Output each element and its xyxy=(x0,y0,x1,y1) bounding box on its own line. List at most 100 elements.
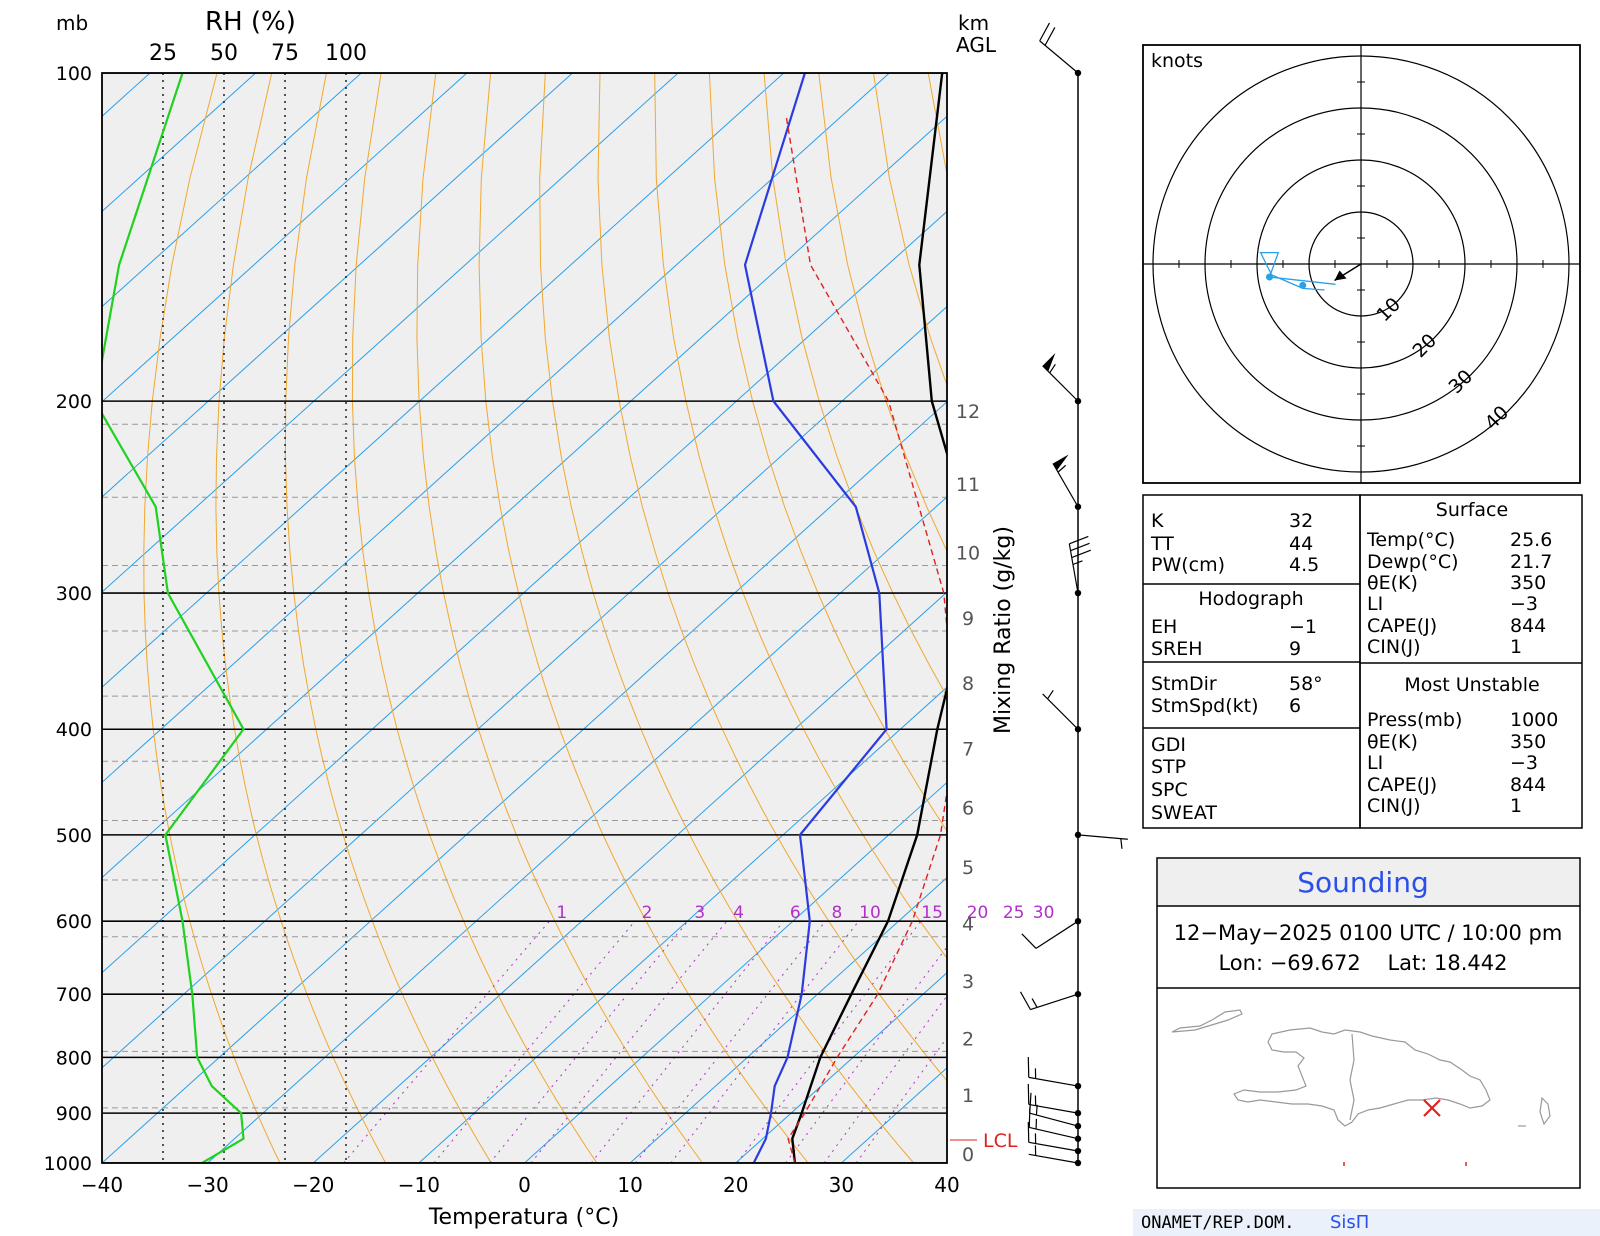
rh-tick-label: 50 xyxy=(210,41,238,66)
hodograph-ring xyxy=(1204,107,1518,421)
dry-adiabat-line xyxy=(1585,73,1600,1163)
surface-cin-value: 1 xyxy=(1510,636,1523,658)
mixing-ratio-label: 30 xyxy=(1033,903,1055,923)
isotherm-line xyxy=(312,591,947,1163)
wind-barb-staff xyxy=(1042,365,1079,402)
surface-dewp-label: Dewp(°C) xyxy=(1367,551,1459,573)
index-tt-label: TT xyxy=(1151,533,1174,555)
wind-barb-flag xyxy=(1019,991,1031,1010)
isotherm-line xyxy=(102,210,947,974)
temperature-tick-label: −40 xyxy=(81,1173,123,1197)
info-location: Lon: −69.672 Lat: 18.442 xyxy=(1218,951,1507,975)
mu-li-label: LI xyxy=(1367,752,1384,774)
mu-li-value: −3 xyxy=(1510,752,1539,774)
pressure-tick-label: 500 xyxy=(56,825,92,847)
height-tick-label: 1 xyxy=(962,1085,974,1107)
surface-li-value: −3 xyxy=(1510,593,1539,615)
isotherm-line xyxy=(102,73,785,688)
index-eh-value: −1 xyxy=(1289,616,1318,638)
wind-barb-pennant xyxy=(1053,454,1069,471)
mixing-ratio-label: 6 xyxy=(790,903,801,923)
info-title: Sounding xyxy=(1297,866,1428,899)
height-tick-label: 6 xyxy=(962,797,974,819)
surface-cin-label: CIN(J) xyxy=(1367,636,1421,658)
surface-title: Surface xyxy=(1435,499,1509,521)
index-stmspd-value: 6 xyxy=(1289,695,1302,717)
pressure-tick-label: 100 xyxy=(56,63,92,85)
temperature-tick-label: 20 xyxy=(723,1173,748,1197)
storm-motion-arrowhead xyxy=(1334,270,1347,281)
pressure-tick-label: 1000 xyxy=(44,1153,92,1175)
credit-bar: ONAMET/REP.DOM. SisΠ xyxy=(1133,1209,1600,1236)
mu-cape-value: 844 xyxy=(1510,774,1547,796)
mixing-ratio-line xyxy=(489,920,689,1163)
wind-barb-staff xyxy=(1068,543,1079,594)
surface-temp-label: Temp(°C) xyxy=(1367,529,1456,551)
isotherm-line xyxy=(102,73,573,498)
wind-barb-halfflag xyxy=(1049,364,1056,374)
credit-org: ONAMET/REP.DOM. xyxy=(1141,1213,1295,1233)
station-marker xyxy=(1423,1099,1441,1117)
skewt-plot-frame xyxy=(101,72,948,1164)
mixing-ratio-label: 1 xyxy=(556,903,567,923)
series-dewpoint-line xyxy=(743,73,888,1163)
mixing-ratio-label: 2 xyxy=(642,903,653,923)
rh-axis-title: RH (%) xyxy=(205,7,296,37)
temperature-tick-label: 40 xyxy=(934,1173,959,1197)
mu-press-label: Press(mb) xyxy=(1367,709,1463,731)
surface-dewp-value: 21.7 xyxy=(1510,551,1553,573)
wind-barb-staff xyxy=(1028,1141,1079,1152)
hodograph-point xyxy=(1265,273,1273,281)
isotherm-line xyxy=(207,496,947,1163)
wind-barb-staff xyxy=(1042,693,1079,730)
wind-barb-staff xyxy=(1052,463,1079,508)
isotherm-line xyxy=(102,73,468,403)
pressure-unit-label: mb xyxy=(56,11,88,35)
height-tick-label: 10 xyxy=(956,542,980,564)
mixing-ratio-label: 3 xyxy=(694,903,705,923)
wind-barb-halfflag xyxy=(1057,464,1067,473)
x-axis-title: Temperatura (°C) xyxy=(428,1205,619,1230)
hodograph-ring xyxy=(1308,211,1414,317)
wind-barb-staff xyxy=(1035,920,1079,949)
hodograph-ring xyxy=(1256,159,1466,369)
height-unit-label: km xyxy=(958,11,989,35)
dry-adiabat-line xyxy=(708,73,947,832)
hodograph-ring xyxy=(1152,55,1570,473)
mixing-ratio-label: 8 xyxy=(831,903,842,923)
isotherm-line xyxy=(102,401,947,1163)
height-tick-label: 11 xyxy=(956,474,980,496)
isotherm-line xyxy=(629,876,947,1163)
wind-barb-halfflag xyxy=(1120,838,1123,849)
isotherm-line xyxy=(102,73,890,784)
mu-cin-label: CIN(J) xyxy=(1367,795,1421,817)
pressure-tick-label: 800 xyxy=(56,1047,92,1069)
height-tick-label: 3 xyxy=(962,971,974,993)
index-eh-label: EH xyxy=(1151,616,1178,638)
wind-barb-dot xyxy=(1074,1109,1082,1117)
dry-adiabat-line xyxy=(818,73,947,553)
rh-tick-label: 25 xyxy=(149,41,177,66)
surface-temp-value: 25.6 xyxy=(1510,529,1553,551)
skewt-grid xyxy=(102,73,1600,1163)
temperature-tick-label: 30 xyxy=(829,1173,854,1197)
height-tick-label: 7 xyxy=(962,738,974,760)
mixing-ratio-line xyxy=(433,920,636,1163)
series-rh-line xyxy=(102,73,245,1163)
height-tick-label: 4 xyxy=(962,914,974,936)
wind-barb-staff xyxy=(1028,1076,1079,1087)
index-k-value: 32 xyxy=(1289,510,1314,532)
wind-barb-halfflag xyxy=(1031,998,1038,1008)
island-map xyxy=(1171,1009,1551,1127)
wind-barb-pennant xyxy=(1042,353,1056,372)
skewt-series xyxy=(102,73,947,1163)
wind-barb-halfflag xyxy=(1072,560,1083,566)
pressure-tick-label: 600 xyxy=(56,911,92,933)
index-sreh-value: 9 xyxy=(1289,638,1302,660)
mu-cin-value: 1 xyxy=(1510,795,1523,817)
pressure-tick-label: 700 xyxy=(56,984,92,1006)
wind-barb-halfflag xyxy=(1047,690,1054,700)
mixing-ratio-label: 15 xyxy=(921,903,943,923)
wind-barb-staff xyxy=(1030,993,1079,1011)
